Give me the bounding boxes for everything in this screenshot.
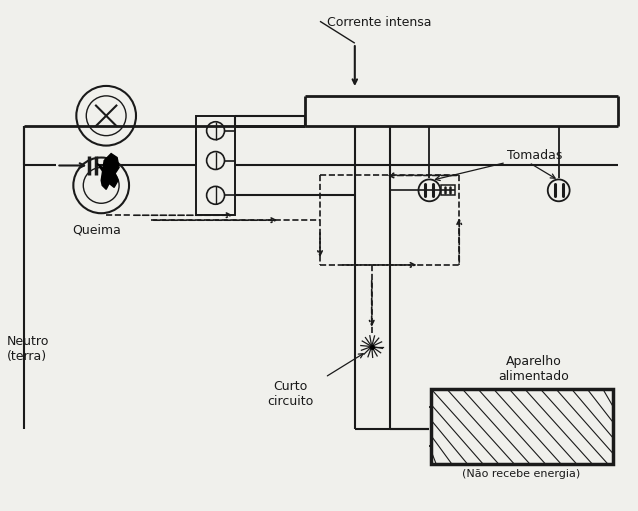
- Bar: [441, 185, 456, 195]
- Text: Aparelho
alimentado: Aparelho alimentado: [498, 355, 569, 383]
- Text: Corrente intensa: Corrente intensa: [327, 16, 432, 29]
- Text: (Não recebe energia): (Não recebe energia): [462, 469, 580, 479]
- Text: Curto
circuito: Curto circuito: [267, 380, 313, 408]
- Text: Queima: Queima: [72, 224, 121, 237]
- Bar: [431, 389, 613, 464]
- Bar: [196, 116, 235, 215]
- Text: Tomadas: Tomadas: [507, 149, 562, 162]
- PathPatch shape: [97, 164, 106, 173]
- PathPatch shape: [101, 154, 119, 190]
- Text: Neutro
(terra): Neutro (terra): [7, 336, 49, 363]
